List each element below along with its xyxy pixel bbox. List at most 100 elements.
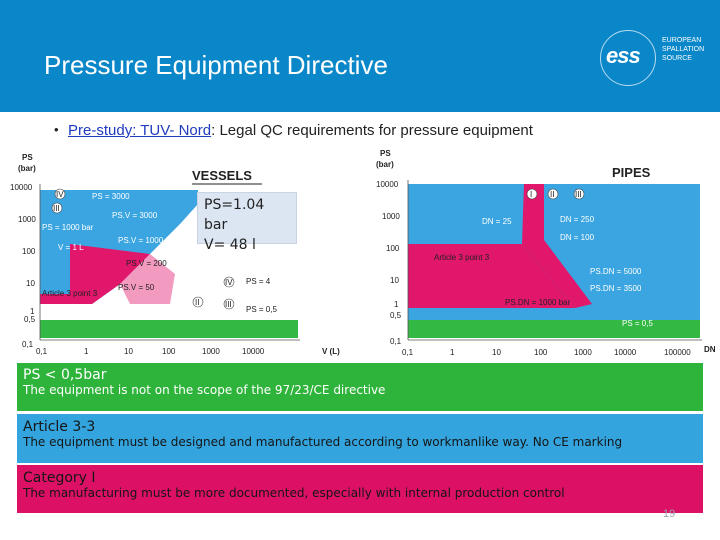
vessels-pink-zone bbox=[40, 244, 150, 304]
ped-diagrams: VESSELS PS (bar) V (L) 10000 1000 100 10… bbox=[10, 149, 716, 357]
pipes-y-tick: 1000 bbox=[382, 212, 400, 221]
callout-pressure: PS=1.04 bar bbox=[204, 197, 265, 233]
pipes-x-tick: 100000 bbox=[664, 348, 691, 357]
logo-ring-icon bbox=[600, 30, 656, 86]
pipes-y-tick: 10000 bbox=[376, 180, 399, 189]
pipes-diagram: PIPES PS (bar) DN 10000 1000 100 10 1 0,… bbox=[376, 149, 716, 357]
vessels-y-tick: 1000 bbox=[18, 215, 36, 224]
vessels-label-ps1000: PS = 1000 bar bbox=[42, 223, 94, 232]
pipes-label-dn100: DN = 100 bbox=[560, 233, 595, 242]
vessels-label-ps05: PS = 0,5 bbox=[246, 305, 277, 314]
pipes-label-dn250: DN = 250 bbox=[560, 215, 595, 224]
category-circle-icon bbox=[192, 296, 204, 308]
logo-mark: ess bbox=[606, 43, 641, 68]
category-circle-icon bbox=[223, 276, 235, 288]
article-text: The equipment must be designed and manuf… bbox=[23, 435, 623, 449]
pipes-title: PIPES bbox=[612, 165, 651, 180]
vessels-x-unit: V (L) bbox=[322, 347, 340, 356]
vessels-roman: II bbox=[195, 298, 199, 307]
pipes-x-tick: 100 bbox=[534, 348, 548, 357]
pipes-roman: I bbox=[530, 190, 532, 199]
category-text: The manufacturing must be more documente… bbox=[23, 486, 565, 500]
vessels-y-tick: 10 bbox=[26, 279, 35, 288]
pipes-label-ps05: PS = 0,5 bbox=[622, 319, 653, 328]
page-number: 19 bbox=[663, 508, 676, 520]
vessels-x-tick: 10 bbox=[124, 347, 133, 356]
article-box: Article 3-3 The equipment must be design… bbox=[17, 414, 703, 463]
vessels-label-psv50: PS.V = 50 bbox=[118, 283, 155, 292]
category-circle-icon bbox=[573, 188, 585, 200]
pipes-y-tick: 100 bbox=[386, 244, 400, 253]
pipes-roman: II bbox=[550, 190, 554, 199]
vessels-label-v1: V = 1 L bbox=[58, 243, 84, 252]
vessels-roman: III bbox=[225, 300, 232, 309]
vessels-y-unit: PS bbox=[22, 153, 33, 162]
category-circle-icon bbox=[526, 188, 538, 200]
pressure-callout: PS=1.04 bar V= 48 l bbox=[197, 192, 297, 253]
bullet-point: • Pre-study: TUV- Nord: Legal QC require… bbox=[54, 122, 533, 139]
vessels-y-unit2: (bar) bbox=[18, 164, 36, 173]
vessels-label-art33: Article 3 point 3 bbox=[42, 289, 98, 298]
scope-heading: PS < 0,5bar bbox=[23, 367, 107, 383]
pipes-label-dn25: DN = 25 bbox=[482, 217, 512, 226]
category-circle-icon bbox=[223, 298, 235, 310]
vessels-x-tick: 1 bbox=[84, 347, 89, 356]
pipes-pink-zone bbox=[522, 184, 592, 308]
logo-text: EUROPEAN SPALLATION SOURCE bbox=[662, 37, 705, 62]
vessels-label-psv200: PS.V = 200 bbox=[126, 259, 167, 268]
pipes-x-unit: DN bbox=[704, 345, 716, 354]
bullet-text: : Legal QC requirements for pressure equ… bbox=[211, 122, 533, 139]
vessels-diagram: VESSELS PS (bar) V (L) 10000 1000 100 10… bbox=[10, 153, 340, 356]
vessels-label-ps3000: PS = 3000 bbox=[92, 192, 130, 201]
vessels-light-zone bbox=[120, 254, 175, 304]
bullet-icon: • bbox=[54, 122, 59, 137]
vessels-label-ps4: PS = 4 bbox=[246, 277, 271, 286]
pipes-x-tick: 0,1 bbox=[402, 348, 414, 357]
vessels-y-tick: 0,5 bbox=[24, 315, 36, 324]
pipes-y-unit2: (bar) bbox=[376, 160, 394, 169]
category-heading: Category I bbox=[23, 470, 96, 486]
pipes-roman: III bbox=[575, 190, 582, 199]
scope-box: PS < 0,5bar The equipment is not on the … bbox=[17, 363, 703, 411]
vessels-label-psv1000: PS.V = 1000 bbox=[118, 236, 164, 245]
category-circle-icon bbox=[54, 188, 66, 200]
pipes-y-tick: 0,5 bbox=[390, 311, 402, 320]
pipes-x-tick: 1 bbox=[450, 348, 455, 357]
pipes-x-tick: 10 bbox=[492, 348, 501, 357]
pipes-y-tick: 10 bbox=[390, 276, 399, 285]
pipes-y-unit: PS bbox=[380, 149, 391, 158]
vessels-y-tick: 10000 bbox=[10, 183, 33, 192]
vessels-y-tick: 100 bbox=[22, 247, 36, 256]
vessels-label-psv3000: PS.V = 3000 bbox=[112, 211, 158, 220]
article-heading: Article 3-3 bbox=[23, 419, 96, 435]
ped-figure: VESSELS PS (bar) V (L) 10000 1000 100 10… bbox=[0, 144, 720, 368]
header-bar: Pressure Equipment Directive ess EUROPEA… bbox=[0, 0, 720, 112]
callout-volume: V= 48 l bbox=[204, 237, 256, 253]
vessels-x-tick: 100 bbox=[162, 347, 176, 356]
vessels-y-tick: 1 bbox=[30, 307, 35, 316]
pipes-label-psdn5000: PS.DN = 5000 bbox=[590, 267, 642, 276]
vessels-x-tick: 1000 bbox=[202, 347, 220, 356]
vessels-x-tick: 0,1 bbox=[36, 347, 48, 356]
category-box: Category I The manufacturing must be mor… bbox=[17, 465, 703, 513]
slide-title: Pressure Equipment Directive bbox=[44, 50, 388, 80]
ess-logo: ess EUROPEAN SPALLATION SOURCE bbox=[600, 26, 710, 86]
vessels-roman: IV bbox=[225, 278, 233, 287]
category-circle-icon bbox=[51, 202, 63, 214]
vessels-roman: IV bbox=[56, 190, 64, 199]
scope-text: The equipment is not on the scope of the… bbox=[23, 383, 386, 397]
pipes-x-tick: 1000 bbox=[574, 348, 592, 357]
category-circle-icon bbox=[547, 188, 559, 200]
vessels-roman: III bbox=[53, 204, 60, 213]
pipes-label-psdn3500: PS.DN = 3500 bbox=[590, 284, 642, 293]
pipes-label-psdn1000: PS.DN = 1000 bar bbox=[505, 298, 570, 307]
pipes-y-tick: 0,1 bbox=[390, 337, 402, 346]
vessels-x-tick: 10000 bbox=[242, 347, 265, 356]
vessels-green-zone bbox=[40, 320, 298, 338]
vessels-y-tick: 0,1 bbox=[22, 340, 34, 349]
pipes-green-zone bbox=[408, 320, 700, 338]
study-link[interactable]: Pre-study: TUV- Nord bbox=[68, 122, 212, 139]
pipes-pink-lower bbox=[408, 244, 575, 308]
pipes-label-art33: Article 3 point 3 bbox=[434, 253, 490, 262]
pipes-y-tick: 1 bbox=[394, 300, 399, 309]
